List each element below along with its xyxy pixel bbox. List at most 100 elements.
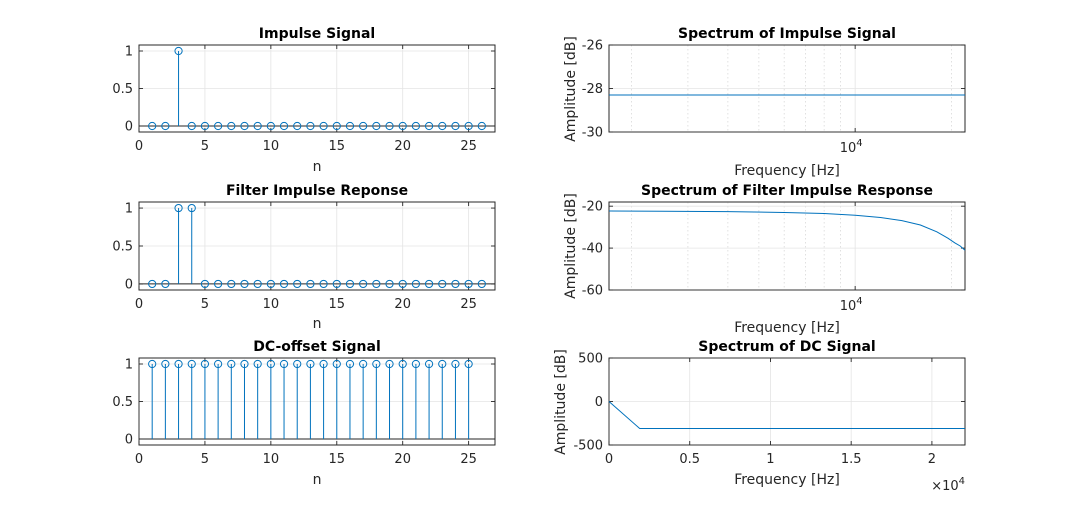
filter-impulse-stem-marker — [477, 279, 486, 289]
dc-offset-stem-marker — [279, 359, 289, 369]
filter-impulse-stem-marker — [306, 279, 315, 289]
impulse-signal-xtick-label: 5 — [201, 139, 209, 154]
filter-impulse-ytick-label: 1 — [125, 202, 133, 217]
filter-spectrum-axes: Spectrum of Filter Impulse Response Freq… — [563, 183, 966, 336]
filter-impulse-stem-marker — [187, 203, 196, 213]
impulse-signal-stem-marker — [451, 121, 460, 131]
impulse-signal-stem-marker — [385, 121, 394, 131]
impulse-signal-title: Impulse Signal — [259, 26, 375, 42]
filter-impulse-stem-marker — [372, 279, 381, 289]
dc-spectrum-ylabel: Amplitude [dB] — [553, 349, 569, 455]
dc-offset-stem-marker — [438, 359, 447, 369]
impulse-signal-stem-marker — [424, 121, 434, 131]
impulse-signal-xlabel: n — [313, 159, 322, 175]
filter-impulse-ytick-label: 0.5 — [112, 240, 133, 255]
dc-offset-stem-marker — [464, 359, 473, 369]
dc-offset-stem-marker — [385, 359, 394, 369]
impulse-signal-stem-marker — [187, 121, 196, 131]
dc-spectrum-xtick-label: 1.5 — [841, 452, 862, 467]
impulse-signal-ytick-label: 1 — [125, 45, 133, 60]
filter-impulse-stem-marker — [240, 279, 249, 289]
dc-offset-xtick-label: 20 — [394, 452, 411, 467]
impulse-signal-stem-marker — [332, 121, 341, 131]
dc-spectrum-axes: Spectrum of DC Signal Frequency [Hz] Amp… — [553, 339, 966, 494]
filter-spectrum-ylabel: Amplitude [dB] — [563, 193, 579, 299]
dc-offset-stem-marker — [424, 359, 434, 369]
dc-spectrum-xtick-label: 1 — [766, 452, 774, 467]
dc-offset-stem-marker — [227, 359, 236, 369]
dc-offset-stem-marker — [214, 359, 223, 369]
filter-impulse-title: Filter Impulse Reponse — [226, 183, 408, 199]
impulse-signal-xtick-label: 20 — [394, 139, 411, 154]
dc-offset-stem-marker — [359, 359, 368, 369]
dc-offset-stem-marker — [200, 359, 210, 369]
dc-offset-xtick-label: 25 — [460, 452, 477, 467]
dc-offset-stem-marker — [266, 359, 275, 369]
impulse-signal-stem-marker — [411, 121, 420, 131]
impulse-spectrum-axes: Spectrum of Impulse Signal Frequency [Hz… — [563, 26, 966, 179]
filter-spectrum-plot-area — [608, 201, 966, 291]
filter-impulse-xtick-label: 0 — [135, 297, 143, 312]
filter-impulse-xtick-label: 20 — [394, 297, 411, 312]
impulse-signal-stem-marker — [266, 121, 275, 131]
dc-offset-ytick-label: 1 — [125, 358, 133, 373]
dc-spectrum-title: Spectrum of DC Signal — [698, 339, 875, 355]
impulse-signal-stem-marker — [253, 121, 262, 131]
dc-offset-stem-marker — [319, 359, 328, 369]
filter-spectrum-frame — [608, 201, 966, 291]
impulse-signal-stem-marker — [345, 121, 355, 131]
impulse-spectrum-xtick-label: 104 — [840, 138, 863, 156]
filter-spectrum-xlabel: Frequency [Hz] — [734, 320, 840, 336]
impulse-signal-stem-marker — [319, 121, 328, 131]
dc-spectrum-xtick-label: 0.5 — [679, 452, 700, 467]
impulse-spectrum-ytick-label: -28 — [582, 82, 603, 97]
dc-offset-ytick-label: 0 — [125, 433, 133, 448]
impulse-signal-stem-marker — [464, 121, 473, 131]
dc-offset-ytick-label: 0.5 — [112, 395, 133, 410]
filter-impulse-stem-marker — [253, 279, 262, 289]
dc-offset-stem-marker — [174, 359, 183, 369]
impulse-signal-stem-marker — [200, 121, 210, 131]
dc-offset-xtick-label: 10 — [263, 452, 280, 467]
dc-offset-stem-marker — [306, 359, 315, 369]
filter-impulse-stem-marker — [451, 279, 460, 289]
dc-offset-axes: DC-offset Signal n 00.510 5 10 15 20 25 — [112, 339, 496, 488]
dc-offset-stem-marker — [187, 359, 196, 369]
dc-offset-xlabel: n — [313, 472, 322, 488]
filter-impulse-stem-marker — [359, 279, 368, 289]
dc-spectrum-ytick-label: 500 — [578, 352, 603, 367]
impulse-spectrum-ylabel: Amplitude [dB] — [563, 36, 579, 142]
filter-impulse-stem-marker — [227, 279, 236, 289]
filter-impulse-xtick-label: 5 — [201, 297, 209, 312]
dc-spectrum-x-exponent: ×104 — [931, 476, 965, 494]
impulse-signal-stem-marker — [477, 121, 486, 131]
impulse-spectrum-ytick-label: -30 — [582, 126, 603, 141]
filter-impulse-stem-marker — [174, 203, 183, 213]
dc-spectrum-xtick-label: 0 — [605, 452, 613, 467]
dc-offset-title: DC-offset Signal — [253, 339, 381, 355]
dc-offset-stem-marker — [148, 359, 157, 369]
filter-impulse-stem-marker — [424, 279, 434, 289]
impulse-signal-stem-marker — [174, 46, 183, 56]
filter-impulse-stem-marker — [438, 279, 447, 289]
dc-offset-stem-marker — [398, 359, 407, 369]
dc-offset-xtick-label: 5 — [201, 452, 209, 467]
filter-spectrum-series-line — [608, 210, 966, 251]
dc-spectrum-xlabel: Frequency [Hz] — [734, 472, 840, 488]
dc-offset-stem-marker — [451, 359, 460, 369]
impulse-spectrum-ytick-label: -26 — [582, 39, 603, 54]
impulse-signal-stem-marker — [398, 121, 407, 131]
dc-offset-stem-marker — [345, 359, 355, 369]
filter-spectrum-ytick-label: -40 — [582, 242, 603, 257]
filter-impulse-axes: Filter Impulse Reponse n 00.510 5 10 15 20 25 — [112, 183, 496, 332]
impulse-signal-stem-marker — [372, 121, 381, 131]
filter-spectrum-xtick-label: 104 — [840, 296, 863, 314]
filter-impulse-stem-marker — [148, 279, 157, 289]
impulse-signal-stem-marker — [359, 121, 368, 131]
impulse-signal-axes: Impulse Signal n 00.510 5 10 15 20 25 — [112, 26, 496, 175]
dc-spectrum-series-line — [608, 401, 965, 429]
dc-offset-stem-marker — [411, 359, 420, 369]
impulse-signal-stem-marker — [279, 121, 289, 131]
filter-impulse-stem-marker — [398, 279, 407, 289]
